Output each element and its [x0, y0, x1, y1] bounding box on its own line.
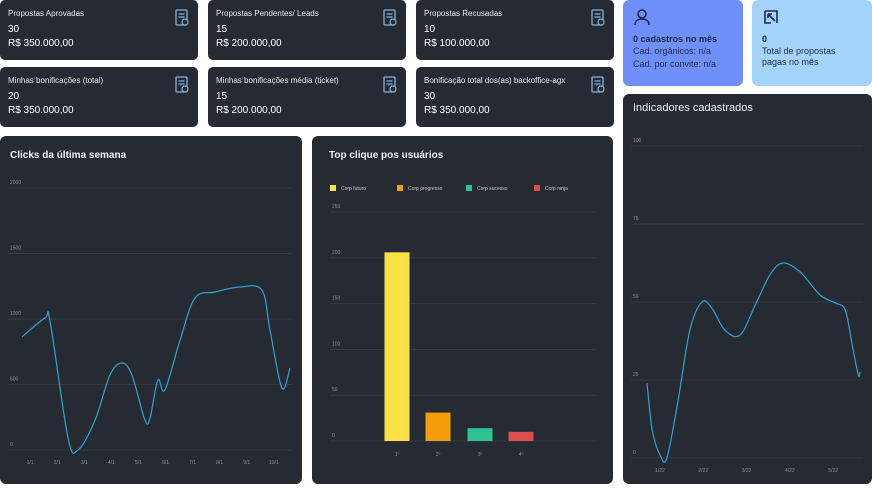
summary-line: Total de propostas pagas no mês [762, 46, 836, 67]
y-tick-label: 250 [332, 204, 341, 210]
card-icon [175, 76, 189, 93]
y-tick-label: 1500 [10, 246, 21, 252]
card-amount: R$ 350.000,00 [8, 105, 74, 116]
chart: Top clique pos usuários 0 50 100 150 200 250 Co… [329, 150, 596, 458]
arrow-icon [764, 10, 778, 24]
card-amount: R$ 200.000,00 [216, 105, 282, 116]
x-tick-label: 2/22 [698, 468, 708, 474]
card-label: Minhas bonificações (total) [8, 76, 104, 85]
x-tick-label: 6/1 [162, 460, 169, 466]
chart-panel: Clicks da última semana 0 500 1000 1500 2000 1… [0, 136, 302, 484]
summary-card: 0 Total de propostas pagas no mês [752, 0, 872, 86]
y-tick-label: 75 [633, 216, 639, 222]
summary-line: Cad. por convite: n/a [633, 59, 717, 69]
y-tick-label: 100 [633, 138, 642, 144]
y-tick-label: 1000 [10, 311, 21, 317]
card-label: Minhas bonificações média (ticket) [216, 76, 339, 85]
x-tick-label: 10/1 [269, 460, 279, 466]
card-icon [383, 76, 397, 93]
x-tick-label: 2/1 [54, 460, 61, 466]
y-tick-label: 0 [332, 433, 335, 439]
y-tick-label: 500 [10, 377, 19, 383]
stat-card: Propostas Recusadas 10 R$ 100.000,00 [416, 0, 614, 60]
chart-panel: Indicadores cadastrados 0 25 50 75 100 1/22 2/2… [623, 94, 872, 484]
y-tick-label: 25 [633, 372, 639, 378]
chart-title: Indicadores cadastrados [633, 102, 753, 114]
x-tick-label: 4/22 [785, 468, 795, 474]
y-tick-label: 50 [633, 294, 639, 300]
legend-label: Corp progresso [408, 186, 443, 192]
x-tick-label: 3/1 [81, 460, 88, 466]
y-tick-label: 0 [633, 450, 636, 456]
summary-title: 0 cadastros no mês [633, 34, 718, 44]
card-amount: R$ 200.000,00 [216, 38, 282, 49]
stat-card: Bonificação total dos(as) backoffice-agx… [416, 67, 614, 127]
x-tick-label: 1/22 [655, 468, 665, 474]
card-count: 20 [8, 91, 20, 102]
y-tick-label: 50 [332, 387, 338, 393]
x-tick-label: 4/1 [108, 460, 115, 466]
bar [425, 412, 451, 441]
card-amount: R$ 100.000,00 [424, 38, 490, 49]
chart-panel: Top clique pos usuários 0 50 100 150 200 250 Co… [312, 136, 613, 484]
legend-swatch [534, 185, 540, 191]
card-count: 10 [424, 24, 436, 35]
line [646, 262, 861, 463]
bar [508, 431, 534, 441]
card-icon [175, 9, 189, 26]
legend-label: Corp ninja [545, 186, 568, 192]
card-count: 15 [216, 91, 228, 102]
y-tick-label: 2000 [10, 180, 21, 186]
card-count: 30 [424, 91, 436, 102]
summary-card: 0 cadastros no mês Cad. orgânicos: n/a C… [623, 0, 743, 86]
y-tick-label: 0 [10, 442, 13, 448]
y-tick-label: 100 [332, 341, 341, 347]
stat-card: Minhas bonificações (total) 20 R$ 350.000,… [0, 67, 198, 127]
y-tick-label: 200 [332, 250, 341, 256]
legend-label: Corp sucesso [477, 186, 508, 192]
y-tick-label: 150 [332, 296, 341, 302]
x-tick-label: 7/1 [189, 460, 196, 466]
bar [467, 428, 493, 441]
chart-title: Clicks da última semana [10, 150, 127, 161]
chart-title: Top clique pos usuários [329, 150, 444, 161]
card-label: Propostas Aprovadas [8, 9, 85, 18]
x-tick-label: 4º [519, 452, 524, 458]
summary-title: 0 [762, 34, 768, 44]
stat-card: Minhas bonificações média (ticket) 15 R$ 2… [208, 67, 406, 127]
x-tick-label: 5/22 [828, 468, 838, 474]
x-tick-label: 5/1 [135, 460, 142, 466]
card-amount: R$ 350.000,00 [8, 38, 74, 49]
bar [384, 252, 410, 441]
x-tick-label: 3/22 [742, 468, 752, 474]
legend-label: Corp futuro [341, 186, 366, 192]
user-icon [634, 9, 650, 26]
card-icon [591, 76, 605, 93]
card-icon [591, 9, 605, 26]
card-count: 30 [8, 24, 20, 35]
card-count: 15 [216, 24, 228, 35]
card-icon [383, 9, 397, 26]
x-tick-label: 9/1 [243, 460, 250, 466]
summary-line: Cad. orgânicos: n/a [633, 46, 712, 56]
line [21, 285, 291, 454]
legend-swatch [466, 185, 472, 191]
chart: Indicadores cadastrados 0 25 50 75 100 1/22 2/2… [631, 102, 863, 474]
x-tick-label: 1/1 [27, 460, 34, 466]
card-label: Bonificação total dos(as) backoffice-agx [424, 76, 566, 85]
card-label: Propostas Recusadas [424, 9, 503, 18]
card-amount: R$ 350.000,00 [424, 105, 490, 116]
x-tick-label: 3º [478, 452, 483, 458]
legend-swatch [397, 185, 403, 191]
legend-swatch [330, 185, 336, 191]
card-label: Propostas Pendentes/ Leads [216, 9, 319, 18]
stat-card: Propostas Pendentes/ Leads 15 R$ 200.000,0… [208, 0, 406, 60]
chart: Clicks da última semana 0 500 1000 1500 2000 1… [8, 150, 292, 466]
x-tick-label: 1º [395, 452, 400, 458]
stat-card: Propostas Aprovadas 30 R$ 350.000,00 [0, 0, 198, 60]
x-tick-label: 8/1 [216, 460, 223, 466]
x-tick-label: 2º [436, 452, 441, 458]
